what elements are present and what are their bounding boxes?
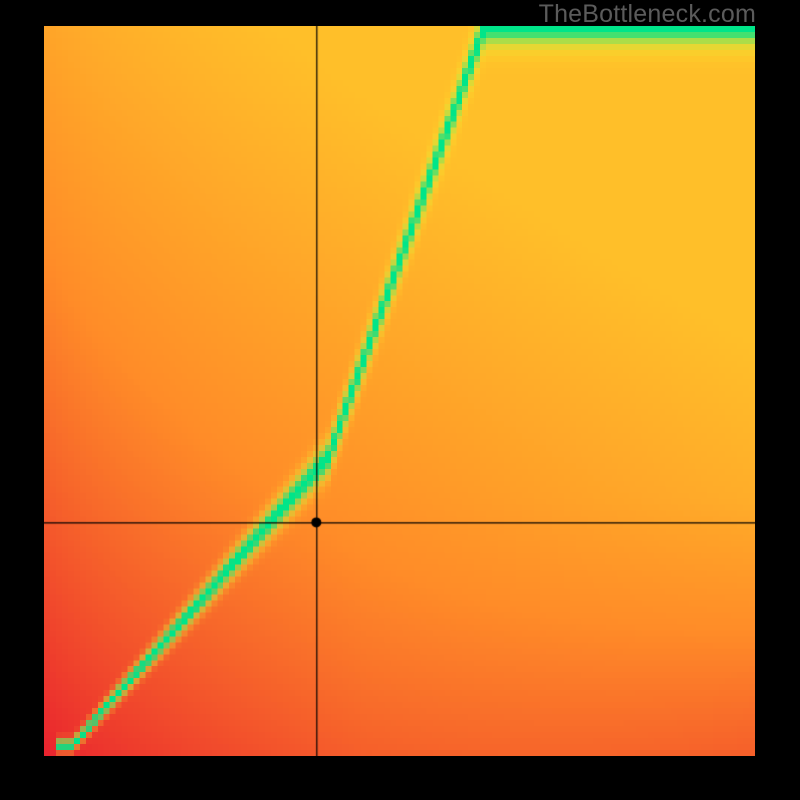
bottleneck-heatmap-plot (44, 26, 755, 756)
watermark-label: TheBottleneck.com (539, 0, 756, 29)
heatmap-canvas (44, 26, 755, 756)
